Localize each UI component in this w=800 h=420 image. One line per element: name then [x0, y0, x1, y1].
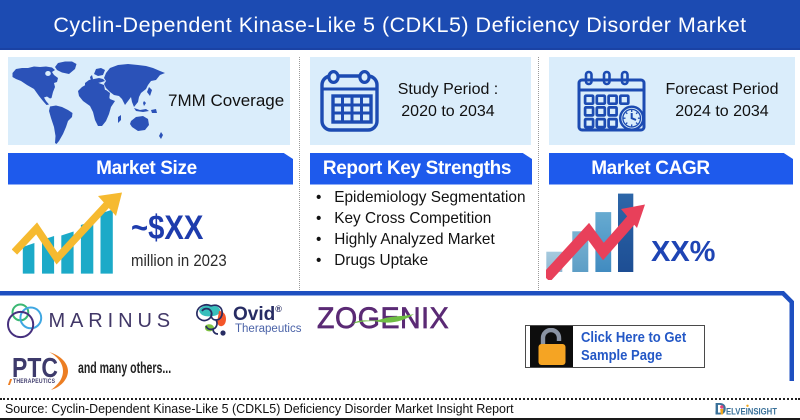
svg-text:ELVEINSIGHT: ELVEINSIGHT: [726, 407, 777, 418]
